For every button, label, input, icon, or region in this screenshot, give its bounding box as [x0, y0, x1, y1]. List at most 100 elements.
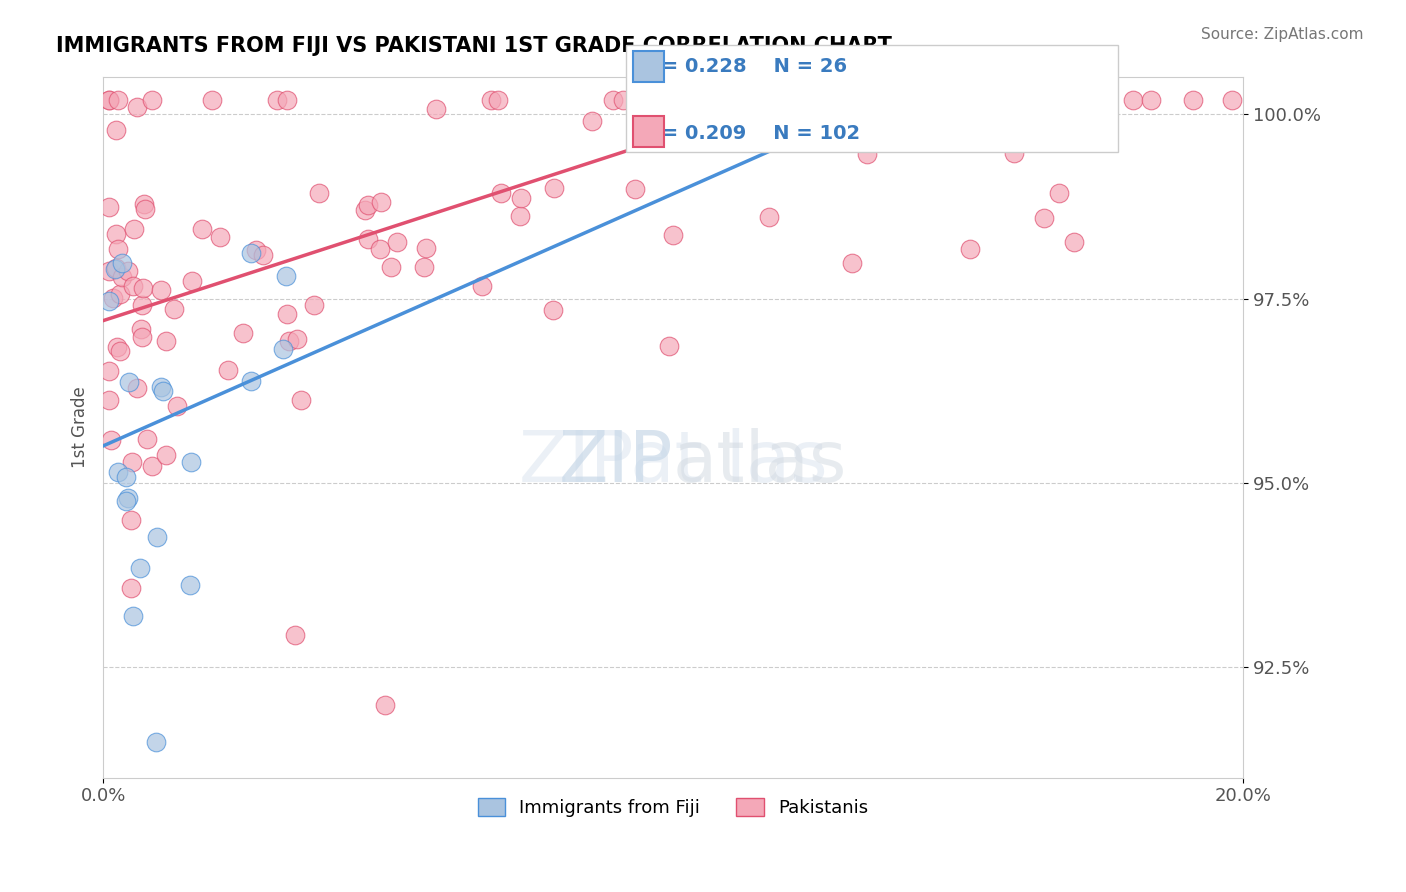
Point [114, 470, 136, 484]
Point [232, 326, 254, 340]
Point [271, 342, 294, 356]
Point [1063, 235, 1085, 249]
Point [122, 222, 145, 236]
Point [100, 433, 122, 447]
Point [612, 93, 634, 107]
Point [180, 274, 202, 288]
Point [1182, 93, 1205, 107]
Point [98, 364, 121, 378]
Point [374, 698, 396, 713]
Point [353, 202, 375, 217]
Text: ZIP: ZIP [558, 428, 673, 497]
Point [125, 100, 148, 114]
Point [841, 256, 863, 270]
Point [120, 581, 142, 595]
Point [152, 384, 174, 398]
Point [141, 93, 163, 107]
Point [1032, 211, 1054, 226]
Point [155, 448, 177, 462]
Point [240, 245, 263, 260]
Point [129, 322, 152, 336]
Point [118, 376, 141, 390]
Point [191, 222, 214, 236]
Point [936, 93, 959, 107]
Point [290, 393, 312, 408]
Point [101, 291, 124, 305]
Point [602, 93, 624, 107]
Point [97, 200, 120, 214]
Point [163, 301, 186, 316]
Point [97, 293, 120, 308]
Point [1054, 93, 1077, 107]
Point [180, 455, 202, 469]
Point [141, 458, 163, 473]
Point [150, 283, 173, 297]
Point [120, 513, 142, 527]
Point [356, 232, 378, 246]
Point [661, 227, 683, 242]
Point [115, 493, 138, 508]
Point [97, 392, 120, 407]
Point [110, 270, 132, 285]
Text: R = 0.228    N = 26: R = 0.228 N = 26 [640, 57, 846, 77]
Point [131, 329, 153, 343]
Point [1083, 93, 1105, 107]
Point [150, 380, 173, 394]
Point [145, 735, 167, 749]
Point [122, 279, 145, 293]
Point [385, 235, 408, 249]
Point [380, 260, 402, 274]
Point [117, 491, 139, 505]
Point [860, 100, 883, 114]
Point [959, 242, 981, 256]
Point [104, 123, 127, 137]
Text: atlas: atlas [673, 428, 848, 497]
Point [471, 279, 494, 293]
Point [201, 93, 224, 107]
Point [276, 307, 298, 321]
Point [688, 93, 710, 107]
Point [509, 209, 531, 223]
Point [922, 97, 945, 112]
Point [276, 93, 298, 107]
Point [425, 102, 447, 116]
Point [1220, 93, 1243, 107]
Point [97, 93, 120, 107]
Point [856, 147, 879, 161]
Point [125, 381, 148, 395]
Point [285, 332, 308, 346]
Point [1047, 186, 1070, 200]
Point [284, 628, 307, 642]
Point [131, 298, 153, 312]
Point [302, 298, 325, 312]
Point [110, 286, 132, 301]
Point [122, 609, 145, 624]
Point [817, 93, 839, 107]
Point [104, 261, 127, 276]
Point [134, 202, 156, 216]
Point [1122, 93, 1144, 107]
Point [104, 260, 127, 275]
Point [541, 302, 564, 317]
Point [166, 399, 188, 413]
Point [111, 256, 134, 270]
Point [128, 560, 150, 574]
Point [413, 260, 436, 274]
Point [865, 93, 887, 107]
Point [240, 374, 263, 388]
Point [179, 578, 201, 592]
Point [108, 343, 131, 358]
Point [155, 334, 177, 348]
Point [624, 181, 647, 195]
Y-axis label: 1st Grade: 1st Grade [72, 386, 89, 468]
Point [121, 454, 143, 468]
Point [97, 93, 120, 107]
Point [107, 465, 129, 479]
Point [883, 93, 905, 107]
Point [266, 93, 288, 107]
Point [117, 264, 139, 278]
Point [277, 334, 299, 349]
Point [107, 93, 129, 107]
Text: ZIPat las: ZIPat las [519, 428, 827, 497]
Point [581, 114, 603, 128]
